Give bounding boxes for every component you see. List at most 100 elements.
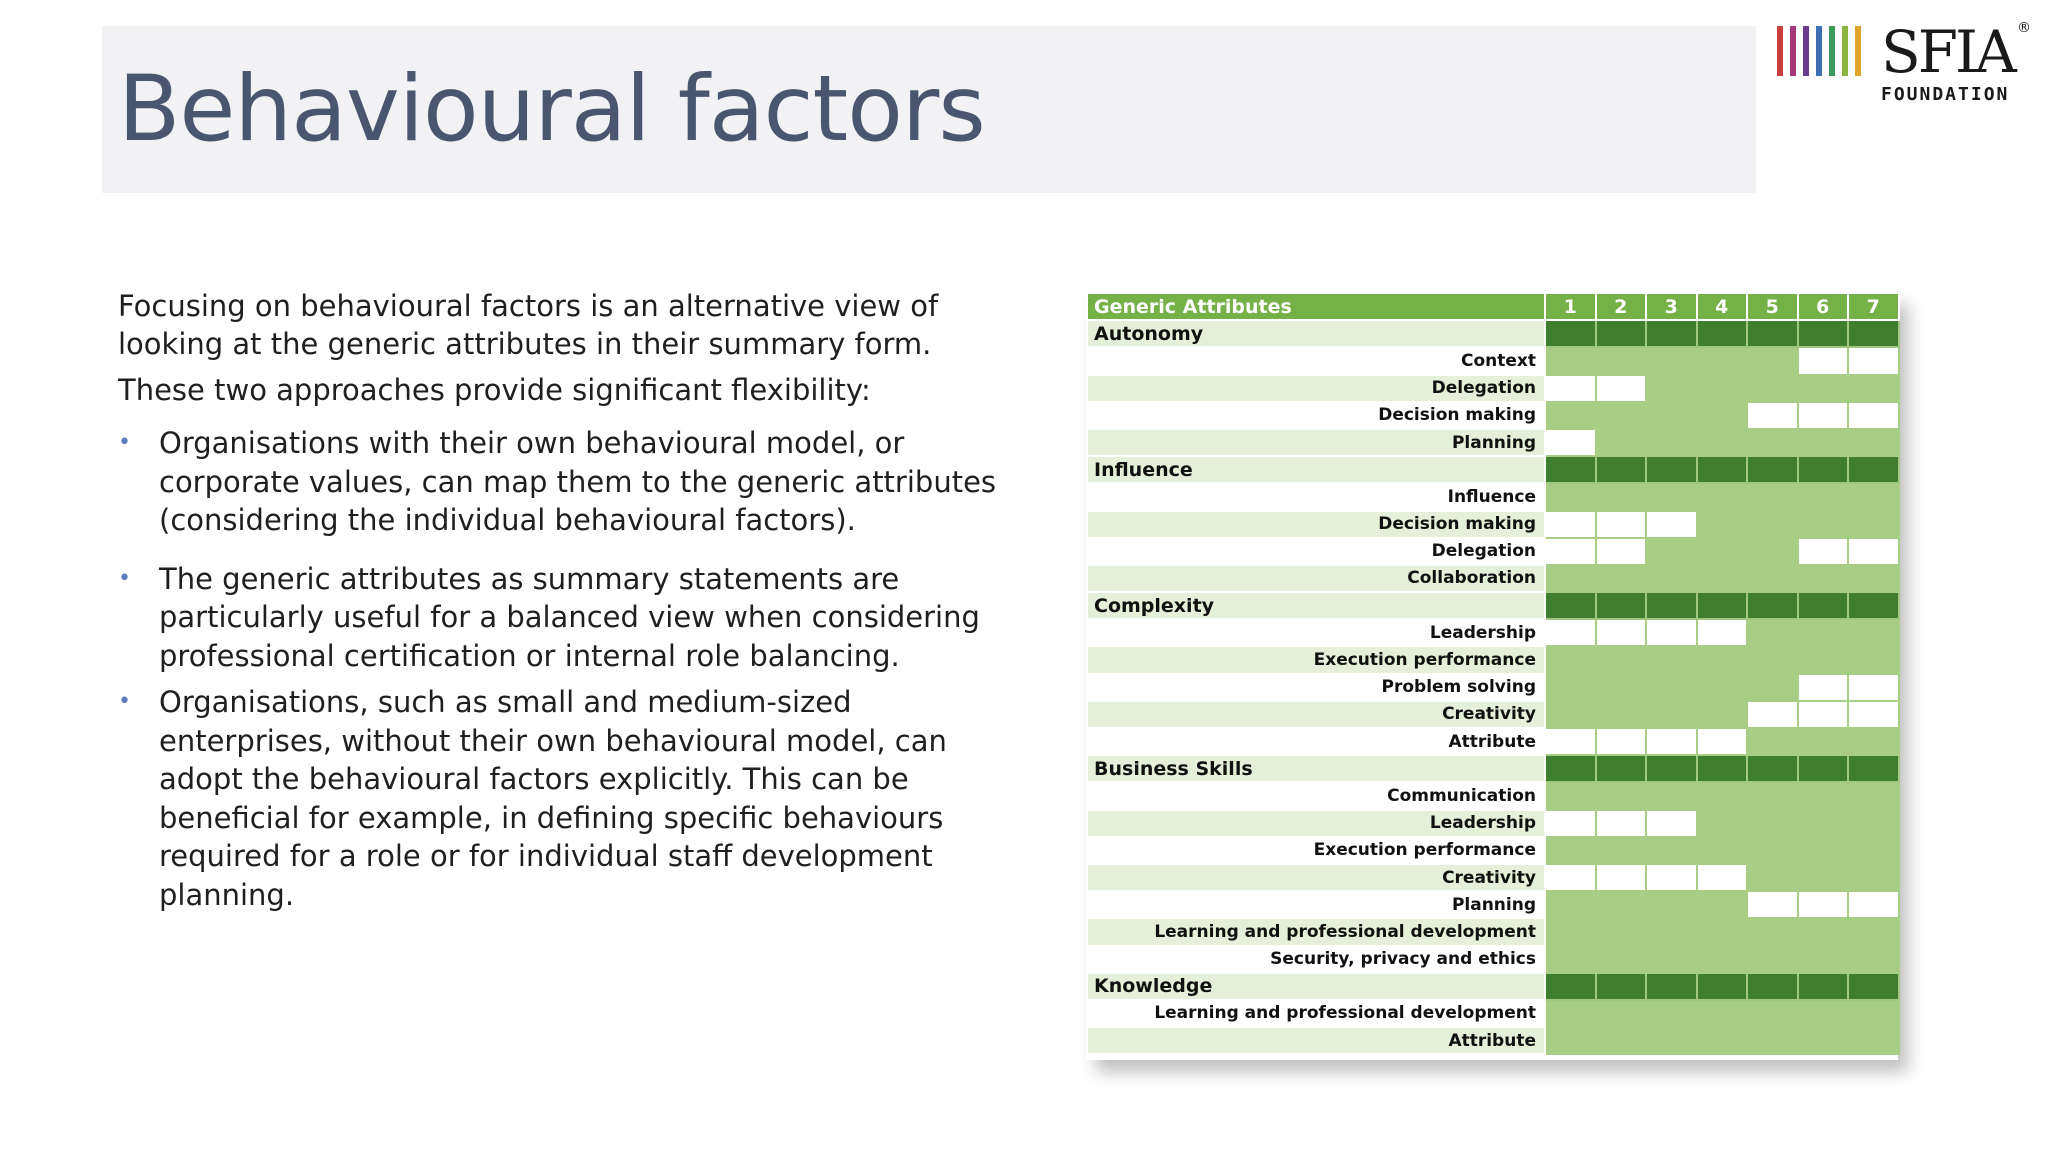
level-cell-applies — [1594, 1026, 1647, 1056]
group-level-cell — [1796, 455, 1849, 485]
level-cell-applies — [1695, 536, 1748, 566]
level-cell-applies — [1695, 346, 1748, 376]
level-cell-applies — [1746, 672, 1799, 702]
factor-row: Leadership — [1086, 618, 1900, 648]
level-cell-applies — [1746, 427, 1799, 458]
level-cell-applies — [1796, 563, 1849, 594]
group-level-cell — [1695, 455, 1748, 485]
factor-label: Delegation — [1086, 373, 1546, 403]
factor-label: Execution performance — [1086, 835, 1546, 865]
level-cell-applies — [1796, 917, 1849, 947]
bullet-item: • Organisations with their own behavioura… — [118, 424, 998, 540]
level-cell-empty — [1746, 400, 1799, 430]
level-cell-applies — [1544, 672, 1597, 702]
factor-label: Execution performance — [1086, 645, 1546, 675]
bullet-dot-icon: • — [118, 689, 131, 714]
level-cell-applies — [1847, 373, 1900, 403]
factor-row: Creativity — [1086, 699, 1900, 730]
level-cell-applies — [1847, 944, 1900, 974]
factor-label: Communication — [1086, 781, 1546, 811]
level-cell-applies — [1544, 998, 1597, 1029]
factor-label: Influence — [1086, 482, 1546, 512]
level-cell-empty — [1796, 699, 1849, 730]
level-cell-applies — [1645, 917, 1698, 947]
level-cell-applies — [1695, 509, 1748, 539]
level-cell-applies — [1746, 781, 1799, 811]
matrix-header-label: Generic Attributes — [1086, 291, 1546, 322]
factor-label: Learning and professional development — [1086, 998, 1546, 1029]
level-cell-applies — [1746, 645, 1799, 675]
flexibility-paragraph: These two approaches provide significant… — [118, 373, 871, 407]
level-cell-applies — [1746, 808, 1799, 838]
factor-row: Decision making — [1086, 509, 1900, 539]
attribute-group-row: Business Skills — [1086, 754, 1900, 784]
logo-wordmark: SFIA — [1881, 18, 2017, 86]
level-cell-applies — [1695, 781, 1748, 811]
level-cell-empty — [1796, 346, 1849, 376]
logo-stripe — [1777, 26, 1783, 76]
level-cell-empty — [1544, 618, 1597, 648]
level-cell-applies — [1847, 618, 1900, 648]
level-cell-empty — [1645, 808, 1698, 838]
level-header: 3 — [1645, 291, 1698, 322]
logo-registered-mark: ® — [2017, 20, 2031, 36]
group-level-cell — [1594, 754, 1647, 784]
title-band — [102, 26, 1756, 193]
group-level-cell — [1544, 319, 1597, 349]
level-cell-empty — [1594, 808, 1647, 838]
level-cell-applies — [1695, 482, 1748, 512]
level-cell-empty — [1645, 509, 1698, 539]
factor-row: Delegation — [1086, 373, 1900, 403]
group-level-cell — [1847, 754, 1900, 784]
matrix-header-row: Generic Attributes 1 2 3 4 5 6 7 — [1086, 291, 1900, 322]
level-cell-applies — [1847, 998, 1900, 1029]
group-level-cell — [1594, 319, 1647, 349]
factor-label: Problem solving — [1086, 672, 1546, 702]
factor-label: Delegation — [1086, 536, 1546, 566]
matrix-table: Generic Attributes 1 2 3 4 5 6 7 Autonomy Context… — [1086, 291, 1900, 1056]
level-cell-applies — [1847, 509, 1900, 539]
level-cell-empty — [1544, 536, 1597, 566]
level-cell-applies — [1796, 862, 1849, 893]
level-header: 5 — [1746, 291, 1799, 322]
level-cell-applies — [1746, 618, 1799, 648]
level-cell-empty — [1796, 672, 1849, 702]
level-cell-applies — [1544, 890, 1597, 920]
factor-row: Delegation — [1086, 536, 1900, 566]
level-cell-applies — [1847, 781, 1900, 811]
factor-label: Decision making — [1086, 400, 1546, 430]
factor-label: Learning and professional development — [1086, 917, 1546, 947]
sfia-logo: SFIA ® FOUNDATION — [1775, 18, 2037, 112]
level-cell-applies — [1594, 890, 1647, 920]
group-level-cell — [1746, 455, 1799, 485]
level-cell-applies — [1544, 645, 1597, 675]
level-cell-applies — [1695, 699, 1748, 730]
level-cell-empty — [1544, 808, 1597, 838]
factor-row: Security, privacy and ethics — [1086, 944, 1900, 974]
level-cell-empty — [1695, 726, 1748, 757]
level-cell-applies — [1645, 427, 1698, 458]
bullet-dot-icon: • — [118, 565, 131, 591]
attribute-group-label: Knowledge — [1086, 971, 1546, 1001]
factor-label: Context — [1086, 346, 1546, 376]
factor-label: Collaboration — [1086, 563, 1546, 594]
attribute-group-row: Knowledge — [1086, 971, 1900, 1001]
level-cell-applies — [1594, 427, 1647, 458]
attribute-group-row: Influence — [1086, 455, 1900, 485]
level-cell-applies — [1746, 1026, 1799, 1056]
factor-row: Communication — [1086, 781, 1900, 811]
group-level-cell — [1847, 591, 1900, 621]
factor-row: Leadership — [1086, 808, 1900, 838]
level-cell-applies — [1847, 726, 1900, 757]
level-cell-applies — [1847, 563, 1900, 594]
factor-label: Creativity — [1086, 699, 1546, 730]
generic-attributes-matrix: Generic Attributes 1 2 3 4 5 6 7 Autonomy Context… — [1086, 291, 1900, 1060]
factor-label: Security, privacy and ethics — [1086, 944, 1546, 974]
group-level-cell — [1594, 971, 1647, 1001]
group-level-cell — [1695, 754, 1748, 784]
level-cell-empty — [1645, 862, 1698, 893]
level-cell-applies — [1847, 862, 1900, 893]
factor-row: Context — [1086, 346, 1900, 376]
bullet-item: • Organisations, such as small and medium… — [118, 683, 998, 914]
group-level-cell — [1594, 455, 1647, 485]
